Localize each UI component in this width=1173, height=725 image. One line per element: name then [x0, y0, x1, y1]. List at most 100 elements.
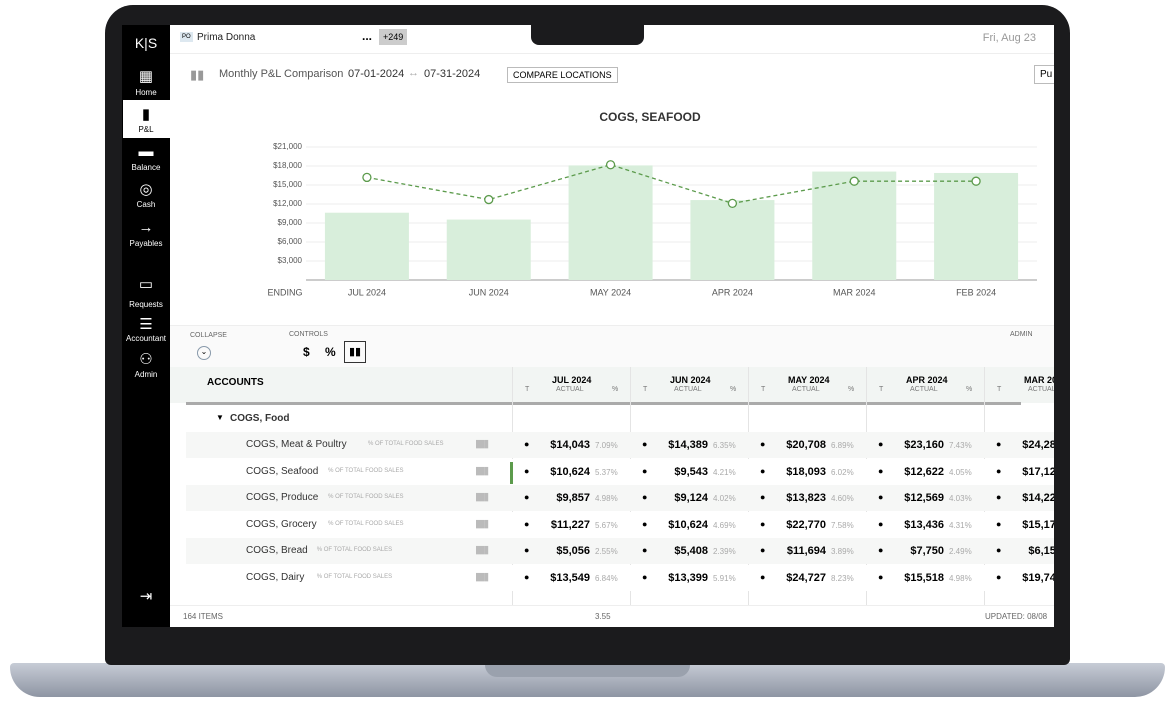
cell-pct: 4.98% — [595, 494, 618, 503]
cell-pct: 2.55% — [595, 547, 618, 556]
table-row — [186, 538, 1054, 564]
col-actual: ACTUAL — [910, 386, 938, 393]
chart-title: COGS, SEAFOOD — [599, 110, 701, 124]
bullet: ● — [878, 492, 884, 502]
col-t: T — [525, 386, 530, 393]
bullet: ● — [642, 465, 648, 476]
point-marker — [605, 160, 616, 170]
account-name[interactable]: COGS, Grocery — [246, 518, 317, 530]
footer-total: 3.55 — [595, 612, 611, 621]
account-name[interactable]: COGS, Dairy — [246, 571, 305, 583]
date-arrow: ↔ — [408, 67, 419, 79]
nav-item[interactable]: Requests — [129, 300, 163, 309]
cell-value: $15,518 — [904, 571, 944, 584]
nav-item[interactable]: Admin — [134, 370, 158, 379]
group-name[interactable]: COGS, Food — [230, 413, 290, 424]
bullet: ● — [642, 439, 648, 449]
account-name[interactable]: COGS, Seafood — [246, 465, 319, 477]
logout-icon[interactable]: ⇥ — [139, 588, 153, 605]
group-caret[interactable]: ▼ — [216, 413, 224, 422]
bar — [690, 200, 775, 280]
cell-value: $10,624 — [550, 465, 590, 478]
col-actual: ACTUAL — [556, 386, 584, 393]
nav-icon: → — [138, 219, 154, 236]
dollar-button[interactable]: $ — [303, 345, 310, 359]
cell-value: $9,124 — [674, 492, 708, 504]
cell-value: $15,176 — [1022, 518, 1054, 531]
table-row — [186, 458, 1054, 485]
row-note: % OF TOTAL FOOD SALES — [328, 494, 404, 500]
publish-button[interactable]: Pu — [1034, 65, 1054, 84]
table-header — [170, 367, 1054, 403]
more[interactable]: ... — [362, 29, 373, 43]
cell-value: $18,093 — [786, 465, 826, 478]
collapse-label: COLLAPSE — [190, 332, 227, 339]
account-name[interactable]: COGS, Bread — [246, 545, 308, 556]
date: Fri, Aug 23 — [982, 32, 1036, 44]
bullet: ● — [996, 571, 1002, 582]
nav-icon: ▬ — [138, 143, 154, 160]
cell-pct: 5.67% — [595, 520, 618, 530]
nav-item[interactable]: Cash — [136, 200, 156, 209]
cell-pct: 6.84% — [595, 573, 618, 583]
nav-item[interactable]: Payables — [129, 239, 163, 248]
x-tick-label: JUN 2024 — [469, 287, 509, 297]
bar — [324, 212, 409, 280]
bullet: ● — [524, 492, 530, 502]
nav-item[interactable]: Home — [135, 88, 157, 97]
row-chart-icon: ▮▮▮ — [475, 517, 489, 530]
nav-item[interactable]: P&L — [138, 125, 154, 134]
month-header: MAY 2024 — [788, 375, 830, 385]
row-note: % OF TOTAL FOOD SALES — [316, 573, 393, 580]
y-tick-label: $9,000 — [278, 218, 303, 227]
nav-item[interactable]: Accountant — [125, 334, 167, 343]
y-tick-label: $21,000 — [273, 142, 302, 151]
y-tick-label: $3,000 — [278, 256, 303, 265]
month-header: APR 2024 — [906, 375, 948, 385]
bar — [446, 219, 531, 280]
nav-icon: ☰ — [139, 316, 153, 333]
location[interactable]: Prima Donna — [197, 32, 256, 43]
cell-pct: 3.89% — [831, 547, 854, 556]
account-name[interactable]: COGS, Meat & Poultry — [246, 439, 347, 450]
col-pct: % — [966, 386, 973, 393]
bullet: ● — [760, 439, 766, 449]
x-tick-label: MAR 2024 — [833, 287, 876, 297]
screen: K|S ▦ Home ▮ P&L ▬ Balance ◎ Cash → Paya… — [122, 25, 1054, 627]
cell-value: $23,160 — [904, 439, 944, 451]
percent-button[interactable]: % — [325, 345, 336, 359]
cell-value: $7,750 — [910, 545, 944, 557]
cell-value: $24,284 — [1022, 439, 1054, 451]
end-date[interactable]: 07-31-2024 — [424, 68, 481, 80]
cell-pct: 4.69% — [713, 520, 736, 530]
bullet: ● — [878, 518, 884, 529]
cell-value: $20,708 — [786, 439, 826, 451]
collapse-button[interactable]: ⌄ — [197, 346, 211, 360]
account-name[interactable]: COGS, Produce — [246, 492, 319, 503]
accounts-header: ACCOUNTS — [207, 377, 264, 388]
cell-pct: 6.89% — [831, 441, 854, 450]
col-t: T — [997, 386, 1002, 393]
bar — [568, 165, 653, 280]
nav-item[interactable]: Balance — [131, 163, 161, 172]
cell-value: $11,227 — [550, 518, 590, 531]
compare-button[interactable]: COMPARE LOCATIONS — [507, 67, 618, 83]
bullet: ● — [642, 492, 648, 502]
cell-pct: 2.49% — [949, 547, 972, 556]
report-name[interactable]: Monthly P&L Comparison — [219, 68, 344, 80]
controls-label: CONTROLS — [289, 331, 328, 338]
count-badge[interactable]: +249 — [379, 29, 408, 45]
bullet: ● — [642, 571, 648, 582]
chart-toggle[interactable]: ▮▮ — [344, 341, 366, 363]
nav-icon: ▭ — [138, 276, 154, 293]
bullet: ● — [996, 439, 1002, 449]
cell-value: $24,727 — [786, 571, 826, 584]
col-pct: % — [612, 386, 619, 393]
start-date[interactable]: 07-01-2024 — [348, 68, 405, 80]
cell-value: $9,543 — [674, 465, 708, 478]
cell-pct: 4.03% — [949, 494, 972, 503]
col-t: T — [761, 386, 766, 393]
x-tick-label: JUL 2024 — [348, 287, 386, 297]
col-pct: % — [848, 386, 855, 393]
month-header: MAR 2024 — [1024, 375, 1054, 385]
